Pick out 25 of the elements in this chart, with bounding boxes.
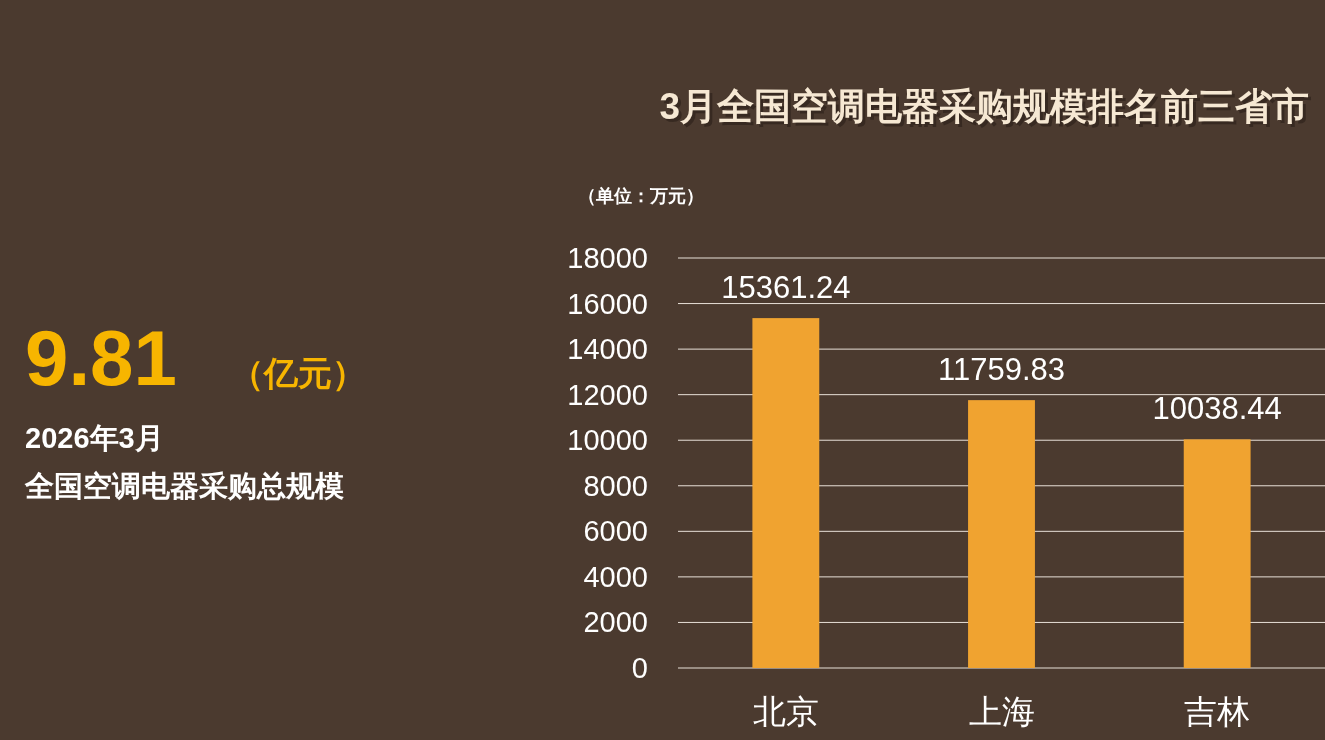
- data-label: 15361.24: [721, 270, 851, 306]
- chart-title: 3月全国空调电器采购规模排名前三省市: [662, 89, 1312, 130]
- text: （亿元）: [230, 354, 366, 392]
- y-tick-label: 8000: [583, 469, 648, 502]
- y-axis-title: （单位：万元）: [578, 186, 704, 206]
- x-tick-label: 北京: [752, 693, 819, 730]
- data-label: 11759.83: [938, 352, 1065, 388]
- bar: [752, 318, 820, 668]
- y-tick-label: 6000: [583, 515, 648, 548]
- text: 9.81: [25, 314, 177, 402]
- y-tick-label: 0: [631, 652, 648, 684]
- y-tick-label: 16000: [567, 287, 648, 320]
- data-label: 10038.44: [1152, 391, 1282, 427]
- y-tick-label: 12000: [567, 378, 648, 411]
- y-tick-label: 18000: [567, 242, 648, 274]
- y-tick-label: 2000: [583, 606, 648, 639]
- x-tick-label: 吉林: [1184, 693, 1251, 730]
- bar: [968, 400, 1035, 668]
- y-tick-label: 4000: [583, 560, 648, 593]
- x-tick-label: 上海: [968, 693, 1035, 730]
- text: 2026年3月: [25, 422, 164, 454]
- y-tick-label: 10000: [567, 424, 648, 457]
- y-tick-label: 14000: [567, 333, 648, 366]
- text: 全国空调电器采购总规模: [24, 470, 344, 502]
- bar: [1183, 439, 1251, 668]
